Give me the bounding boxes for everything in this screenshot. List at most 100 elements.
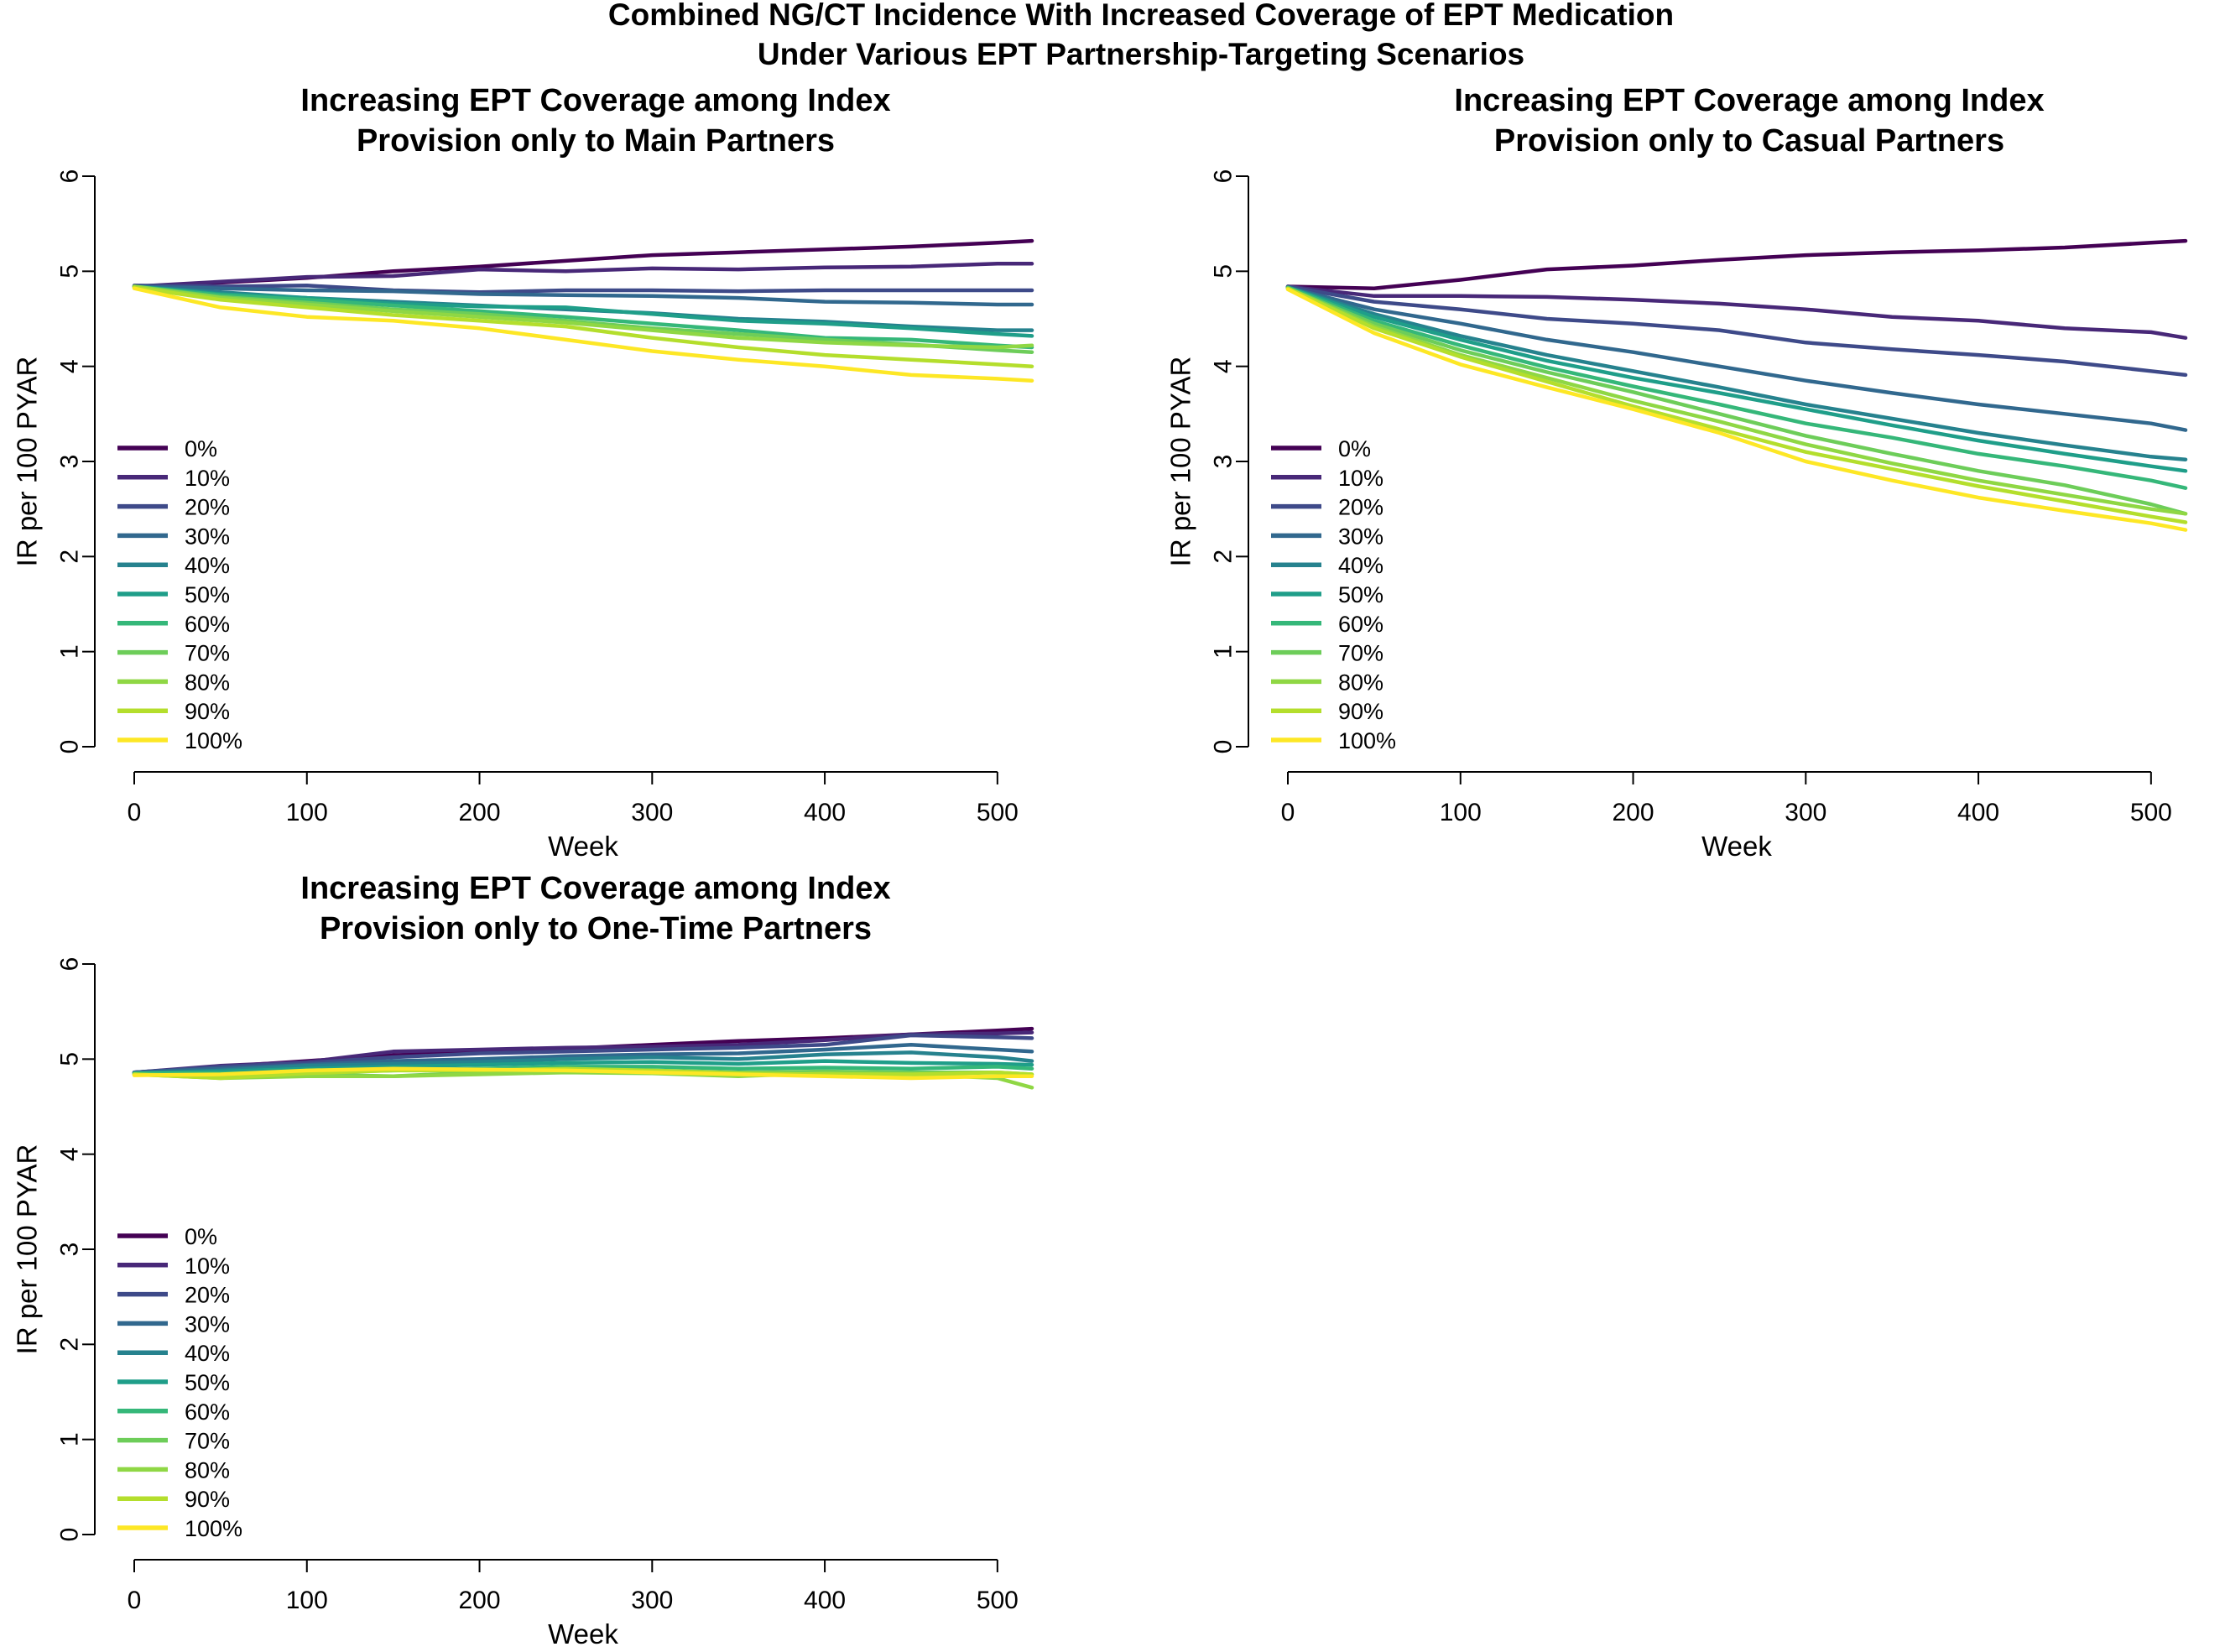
legend-label: 0% — [185, 436, 217, 461]
legend-label: 60% — [1338, 612, 1383, 637]
series-line-50pct — [132, 1059, 1034, 1076]
y-tick-label: 0 — [1210, 740, 1238, 754]
legend-label: 50% — [185, 1370, 230, 1395]
y-tick-label: 6 — [56, 169, 84, 184]
panel-title-line1: Increasing EPT Coverage among Index — [300, 871, 890, 906]
x-tick-label: 0 — [1281, 799, 1295, 826]
legend-label: 100% — [185, 1516, 242, 1541]
y-axis-label: IR per 100 PYAR — [12, 357, 43, 567]
y-tick-label: 3 — [56, 455, 84, 469]
legend-label: 40% — [185, 1341, 230, 1366]
y-tick-label: 0 — [56, 1528, 84, 1542]
x-axis-label: Week — [548, 831, 618, 862]
x-tick-label: 500 — [2130, 799, 2172, 826]
y-tick-label: 1 — [56, 1432, 84, 1446]
legend-label: 70% — [185, 1429, 230, 1454]
series-line-90pct — [132, 285, 1034, 368]
x-tick-label: 500 — [977, 1587, 1019, 1614]
series-line-100pct — [1285, 287, 2188, 532]
x-tick-label: 200 — [459, 1587, 501, 1614]
y-tick-label: 4 — [56, 1147, 84, 1161]
series-line-60pct — [132, 284, 1034, 350]
figure-title-line2: Under Various EPT Partnership-Targeting … — [758, 37, 1524, 71]
legend-label: 20% — [185, 1283, 230, 1308]
series-line-40pct — [1285, 285, 2188, 461]
legend-label: 20% — [185, 495, 230, 520]
legend-label: 0% — [185, 1224, 217, 1249]
chart-panel-1: Increasing EPT Coverage among Index Provi… — [12, 83, 1034, 862]
series-line-30pct — [1285, 285, 2188, 432]
series-line-10pct — [132, 262, 1034, 289]
series-line-80pct — [1285, 286, 2188, 516]
series-line-50pct — [1285, 285, 2188, 473]
legend-label: 80% — [185, 1457, 230, 1483]
legend-label: 50% — [185, 582, 230, 607]
legend-label: 10% — [185, 466, 230, 491]
series-line-30pct — [132, 284, 1034, 307]
y-axis-label: IR per 100 PYAR — [12, 1144, 43, 1355]
legend-label: 70% — [185, 641, 230, 666]
x-tick-label: 0 — [128, 1587, 142, 1614]
y-tick-label: 3 — [56, 1243, 84, 1257]
legend-label: 10% — [1338, 466, 1383, 491]
y-tick-label: 5 — [56, 264, 84, 279]
y-tick-label: 1 — [1210, 644, 1238, 659]
legend-label: 90% — [185, 699, 230, 724]
panel-title-line2: Provision only to Casual Partners — [1494, 123, 2004, 159]
series-line-80pct — [132, 284, 1034, 350]
series-line-20pct — [132, 284, 1034, 294]
series-line-100pct — [132, 286, 1034, 383]
panel-title-line2: Provision only to One-Time Partners — [320, 911, 872, 946]
series-line-60pct — [1285, 285, 2188, 490]
y-tick-label: 3 — [1210, 455, 1238, 469]
legend-label: 10% — [185, 1253, 230, 1279]
y-tick-label: 6 — [1210, 169, 1238, 184]
y-tick-label: 1 — [56, 644, 84, 659]
chart-panel-3: Increasing EPT Coverage among Index Provi… — [12, 871, 1034, 1649]
x-tick-label: 0 — [128, 799, 142, 826]
legend-label: 100% — [1338, 728, 1396, 753]
y-tick-label: 6 — [56, 957, 84, 972]
legend-label: 30% — [185, 1311, 230, 1337]
legend-label: 60% — [185, 612, 230, 637]
figure-title-line1: Combined NG/CT Incidence With Increased … — [608, 0, 1674, 32]
legend-label: 50% — [1338, 582, 1383, 607]
chart-panel-2: Increasing EPT Coverage among Index Provi… — [1165, 83, 2188, 862]
series-line-90pct — [1285, 286, 2188, 524]
legend-label: 80% — [1338, 670, 1383, 695]
y-tick-label: 4 — [56, 359, 84, 373]
series-line-40pct — [132, 1050, 1034, 1076]
x-tick-label: 500 — [977, 799, 1019, 826]
legend-label: 60% — [185, 1399, 230, 1425]
x-tick-label: 100 — [286, 1587, 328, 1614]
legend-label: 40% — [185, 553, 230, 578]
x-tick-label: 100 — [286, 799, 328, 826]
legend-label: 30% — [185, 524, 230, 549]
x-tick-label: 400 — [804, 799, 846, 826]
chart-panels: Increasing EPT Coverage among Index Provi… — [12, 83, 2188, 1649]
panel-title-line1: Increasing EPT Coverage among Index — [1454, 83, 2044, 118]
y-tick-label: 2 — [56, 550, 84, 564]
x-tick-label: 300 — [631, 1587, 673, 1614]
y-tick-label: 5 — [1210, 264, 1238, 279]
y-tick-label: 2 — [56, 1337, 84, 1352]
x-tick-label: 300 — [1785, 799, 1826, 826]
x-tick-label: 200 — [459, 799, 501, 826]
x-axis-label: Week — [548, 1618, 618, 1649]
panel-title-line1: Increasing EPT Coverage among Index — [300, 83, 890, 118]
series-line-70pct — [1285, 286, 2188, 516]
legend-label: 100% — [185, 728, 242, 753]
legend-label: 0% — [1338, 436, 1371, 461]
panel-title-line2: Provision only to Main Partners — [357, 123, 835, 159]
y-tick-label: 4 — [1210, 359, 1238, 373]
legend-label: 30% — [1338, 524, 1383, 549]
series-line-20pct — [1285, 284, 2188, 378]
x-axis-label: Week — [1701, 831, 1772, 862]
y-axis-label: IR per 100 PYAR — [1165, 357, 1196, 567]
x-tick-label: 300 — [631, 799, 673, 826]
legend-label: 20% — [1338, 495, 1383, 520]
x-tick-label: 100 — [1440, 799, 1482, 826]
x-tick-label: 200 — [1613, 799, 1654, 826]
y-tick-label: 2 — [1210, 550, 1238, 564]
